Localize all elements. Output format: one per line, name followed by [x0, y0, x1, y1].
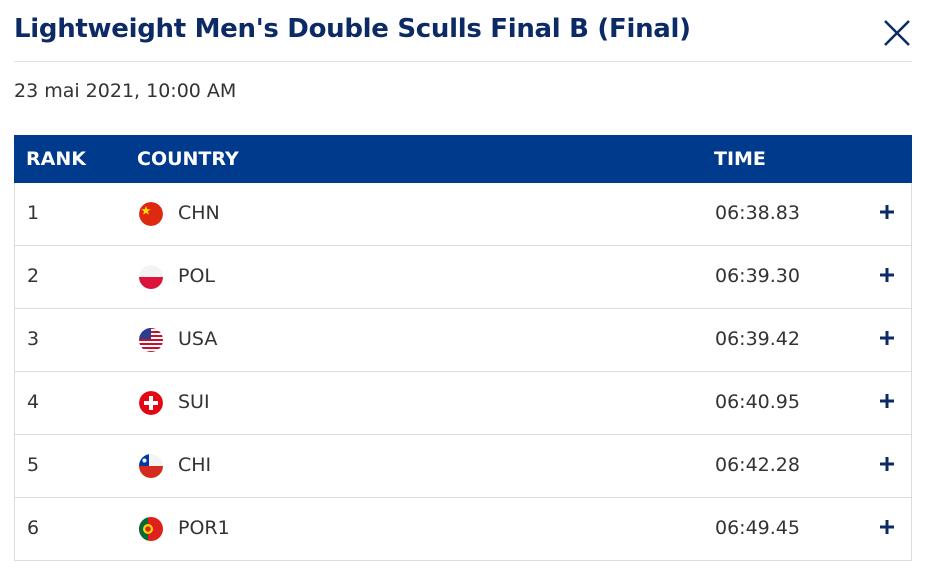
results-table: RANK COUNTRY TIME 1 CHN 06:38.83 2 POL 06:39.…: [14, 135, 912, 561]
expand-button[interactable]: [877, 265, 897, 285]
country: CHI: [178, 454, 212, 476]
rank: 4: [27, 391, 40, 413]
table-body: 1 CHN 06:38.83 2 POL 06:39.30 3 USA 06:39.42 4 SUI…: [14, 183, 912, 561]
expand-button[interactable]: [877, 328, 897, 348]
country-flag: [139, 517, 163, 541]
result-row: 2 POL 06:39.30: [14, 246, 912, 309]
rank: 2: [27, 265, 40, 287]
table-header: RANK COUNTRY TIME: [14, 135, 912, 183]
country: SUI: [178, 391, 210, 413]
result-row: 3 USA 06:39.42: [14, 309, 912, 372]
country-flag: [139, 265, 163, 289]
expand-button[interactable]: [877, 391, 897, 411]
country-flag: [139, 328, 163, 352]
country-flag: [139, 391, 163, 415]
rank: 1: [27, 202, 40, 224]
column-header: RANK: [26, 148, 86, 170]
dialog-title: Lightweight Men's Double Sculls Final B …: [14, 14, 691, 44]
time: 06:39.42: [715, 328, 800, 350]
event-date: 23 mai 2021, 10:00 AM: [14, 80, 237, 102]
time: 06:49.45: [715, 517, 800, 539]
country: POL: [178, 265, 215, 287]
rank: 3: [27, 328, 40, 350]
time: 06:40.95: [715, 391, 800, 413]
country: USA: [178, 328, 218, 350]
result-row: 6 POR1 06:49.45: [14, 498, 912, 561]
country: CHN: [178, 202, 220, 224]
result-row: 5 CHI 06:42.28: [14, 435, 912, 498]
rank: 6: [27, 517, 40, 539]
expand-button[interactable]: [877, 454, 897, 474]
time: 06:42.28: [715, 454, 800, 476]
country-flag: [139, 454, 163, 478]
column-header: COUNTRY: [137, 148, 239, 170]
country-flag: [139, 202, 163, 226]
country: POR1: [178, 517, 230, 539]
time: 06:39.30: [715, 265, 800, 287]
expand-button[interactable]: [877, 202, 897, 222]
result-row: 4 SUI 06:40.95: [14, 372, 912, 435]
time: 06:38.83: [715, 202, 800, 224]
rank: 5: [27, 454, 40, 476]
divider: [14, 61, 912, 62]
close-button[interactable]: [882, 18, 912, 48]
result-row: 1 CHN 06:38.83: [14, 183, 912, 246]
column-header: TIME: [714, 148, 766, 170]
expand-button[interactable]: [877, 517, 897, 537]
